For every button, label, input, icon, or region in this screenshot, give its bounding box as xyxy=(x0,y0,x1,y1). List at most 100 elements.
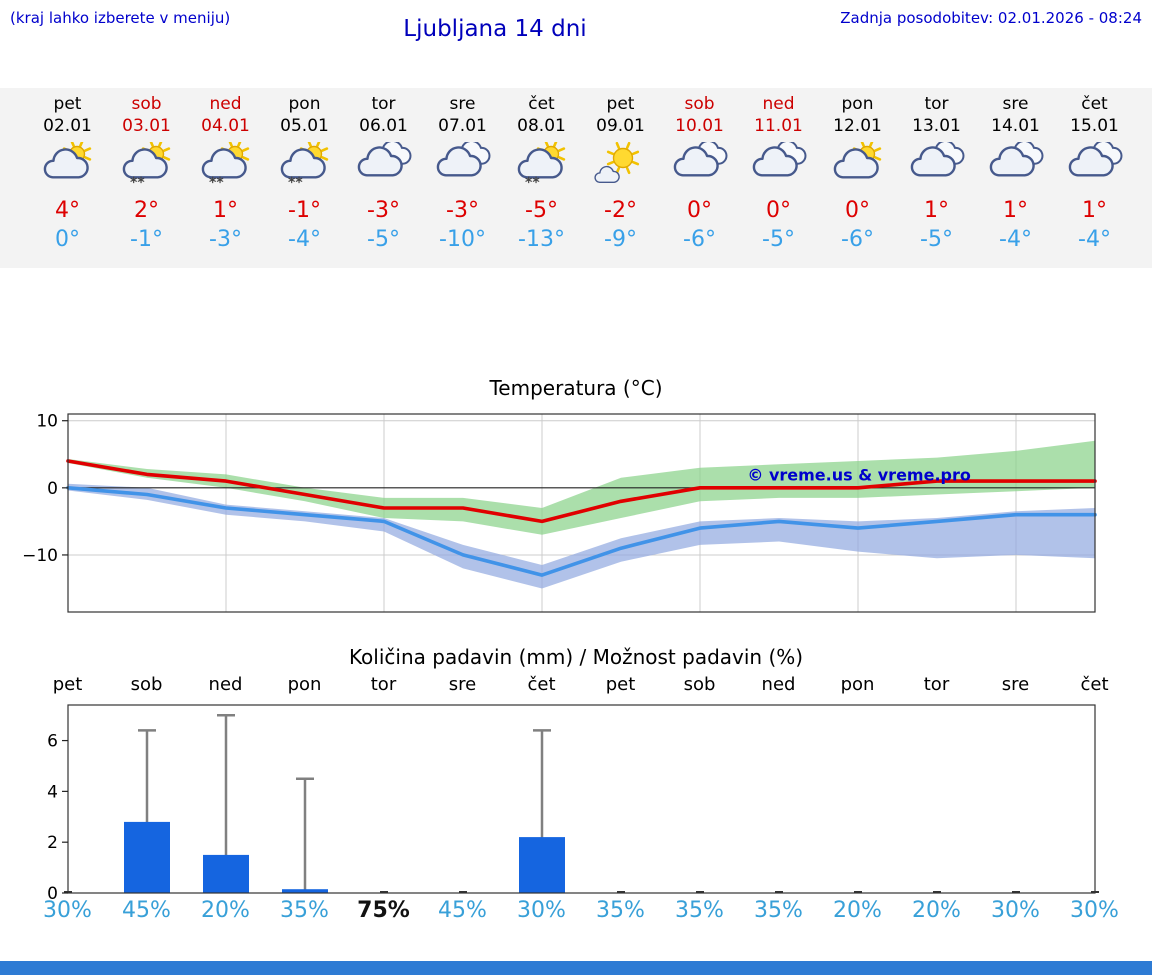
low-temp: -4° xyxy=(999,227,1032,252)
forecast-day[interactable]: sre 14.01 1° -4° xyxy=(976,94,1055,268)
day-name: pet xyxy=(606,94,635,114)
precip-day-label: sre xyxy=(1001,674,1030,695)
weather-icon xyxy=(423,139,502,194)
low-temp: -5° xyxy=(762,227,795,252)
day-date: 05.01 xyxy=(280,116,329,136)
precip-probability: 20% xyxy=(201,898,250,923)
day-name: tor xyxy=(371,94,396,114)
high-temp: 0° xyxy=(845,198,870,223)
forecast-day[interactable]: tor 06.01 -3° -5° xyxy=(344,94,423,268)
weather-icon: ** xyxy=(502,139,581,194)
svg-text:© vreme.us & vreme.pro: © vreme.us & vreme.pro xyxy=(747,465,970,484)
svg-text:6: 6 xyxy=(47,732,58,752)
day-name: čet xyxy=(528,94,555,114)
precip-probability: 30% xyxy=(43,898,92,923)
precip-probability: 30% xyxy=(517,898,566,923)
cloudy-icon xyxy=(1068,139,1122,177)
weather-icon xyxy=(976,139,1055,194)
svg-text:0: 0 xyxy=(47,884,58,900)
precip-day-label: čet xyxy=(527,674,556,695)
day-name: čet xyxy=(1081,94,1108,114)
day-name: pon xyxy=(288,94,321,114)
precip-probability: 20% xyxy=(833,898,882,923)
precip-chart: 0 2 4 6 xyxy=(47,704,1099,900)
low-temp: -1° xyxy=(130,227,163,252)
precip-day-label: sob xyxy=(683,674,716,695)
day-date: 03.01 xyxy=(122,116,171,136)
precip-day-label: ned xyxy=(208,674,243,695)
precip-probability: 45% xyxy=(438,898,487,923)
cloudy-icon xyxy=(752,139,806,177)
low-temp: -13° xyxy=(518,227,565,252)
precip-probability: 35% xyxy=(596,898,645,923)
page-title: Ljubljana 14 dni xyxy=(403,16,587,42)
forecast-day[interactable]: pon 05.01 ** -1° -4° xyxy=(265,94,344,268)
high-temp: -3° xyxy=(446,198,479,223)
precip-day-label: sre xyxy=(448,674,477,695)
precip-probability: 75% xyxy=(357,898,410,923)
day-name: sre xyxy=(449,94,476,114)
precip-day-label: pon xyxy=(840,674,875,695)
svg-text:0: 0 xyxy=(47,479,58,499)
weather-icon xyxy=(660,139,739,194)
day-date: 10.01 xyxy=(675,116,724,136)
low-temp: -4° xyxy=(288,227,321,252)
forecast-day[interactable]: pet 02.01 4° 0° xyxy=(28,94,107,268)
forecast-day[interactable]: sob 03.01 ** 2° -1° xyxy=(107,94,186,268)
cloudy-icon xyxy=(910,139,964,177)
cloudy-icon xyxy=(989,139,1043,177)
day-date: 14.01 xyxy=(991,116,1040,136)
day-name: sre xyxy=(1002,94,1029,114)
svg-text:**: ** xyxy=(288,175,303,190)
precip-day-label: tor xyxy=(923,674,950,695)
day-date: 13.01 xyxy=(912,116,961,136)
forecast-day[interactable]: sre 07.01 -3° -10° xyxy=(423,94,502,268)
day-name: sob xyxy=(684,94,715,114)
day-date: 12.01 xyxy=(833,116,882,136)
cloudy-icon xyxy=(357,139,411,177)
forecast-day[interactable]: tor 13.01 1° -5° xyxy=(897,94,976,268)
forecast-day[interactable]: čet 08.01 ** -5° -13° xyxy=(502,94,581,268)
precip-probability: 30% xyxy=(991,898,1040,923)
weather-icon xyxy=(739,139,818,194)
partly-sunny-icon xyxy=(833,139,881,179)
precip-day-label: pet xyxy=(52,674,83,695)
low-temp: -6° xyxy=(683,227,716,252)
weather-icon xyxy=(1055,139,1134,194)
day-name: pon xyxy=(841,94,874,114)
forecast-day[interactable]: čet 15.01 1° -4° xyxy=(1055,94,1134,268)
weather-icon: ** xyxy=(186,139,265,194)
high-temp: 1° xyxy=(213,198,238,223)
partly-sunny-snow-icon: ** xyxy=(201,139,249,191)
low-temp: -5° xyxy=(367,227,400,252)
precip-day-label: pon xyxy=(287,674,322,695)
day-date: 08.01 xyxy=(517,116,566,136)
svg-text:4: 4 xyxy=(47,782,58,802)
partly-sunny-snow-icon: ** xyxy=(280,139,328,191)
partly-sunny-snow-icon: ** xyxy=(517,139,565,191)
day-date: 11.01 xyxy=(754,116,803,136)
forecast-day[interactable]: pon 12.01 0° -6° xyxy=(818,94,897,268)
day-name: pet xyxy=(53,94,82,114)
forecast-day[interactable]: ned 04.01 ** 1° -3° xyxy=(186,94,265,268)
high-temp: 0° xyxy=(766,198,791,223)
svg-text:2: 2 xyxy=(47,833,58,853)
weather-icon xyxy=(897,139,976,194)
day-date: 06.01 xyxy=(359,116,408,136)
precip-probability: 30% xyxy=(1070,898,1119,923)
weather-icon: ** xyxy=(107,139,186,194)
precip-day-label: ned xyxy=(761,674,796,695)
day-name: tor xyxy=(924,94,949,114)
high-temp: 1° xyxy=(924,198,949,223)
forecast-strip: pet 02.01 4° 0° sob 03.01 ** 2° -1° ned … xyxy=(0,88,1152,268)
forecast-day[interactable]: ned 11.01 0° -5° xyxy=(739,94,818,268)
day-name: ned xyxy=(762,94,795,114)
forecast-day[interactable]: sob 10.01 0° -6° xyxy=(660,94,739,268)
day-date: 02.01 xyxy=(43,116,92,136)
weather-icon xyxy=(818,139,897,194)
precip-probability: 35% xyxy=(675,898,724,923)
precip-probability: 35% xyxy=(754,898,803,923)
forecast-day[interactable]: pet 09.01 -2° -9° xyxy=(581,94,660,268)
day-date: 07.01 xyxy=(438,116,487,136)
low-temp: -5° xyxy=(920,227,953,252)
